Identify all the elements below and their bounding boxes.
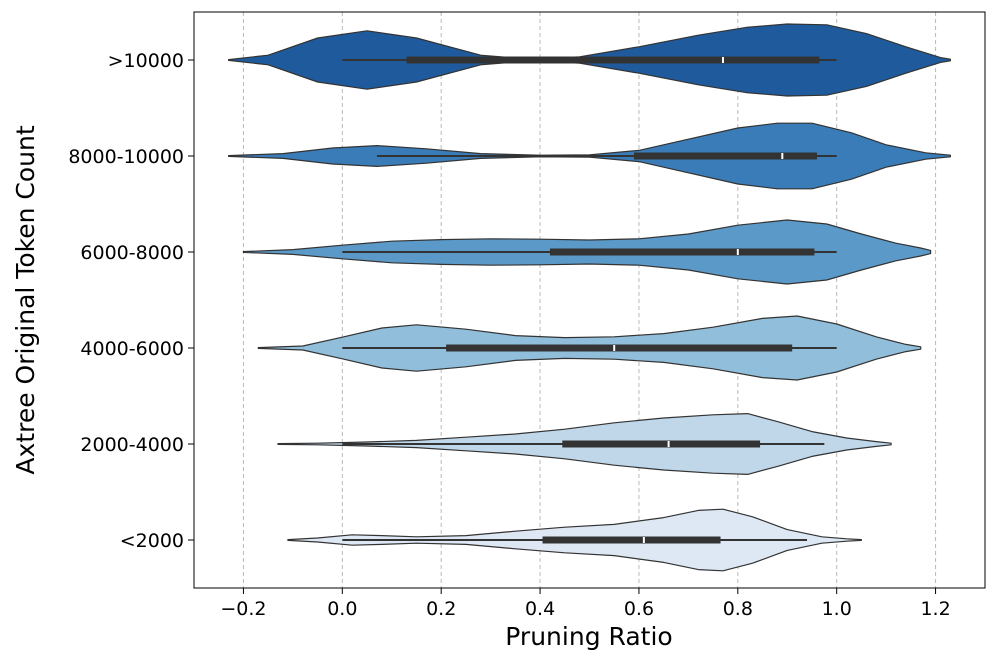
iqr-box <box>549 248 815 256</box>
y-tick-label: <2000 <box>120 530 184 552</box>
x-tick-label: 1.2 <box>920 598 950 620</box>
x-tick-label: −0.2 <box>220 598 266 620</box>
x-tick-label: 1.0 <box>822 598 852 620</box>
iqr-box <box>446 344 793 352</box>
y-tick-label: 8000-10000 <box>68 146 184 168</box>
y-axis-ticks: >10000 8000-10000 6000-8000 4000-6000 2000-4… <box>68 50 194 552</box>
x-tick-label: 0.4 <box>525 598 555 620</box>
iqr-box <box>406 56 820 64</box>
grid <box>242 12 937 588</box>
x-axis-ticks: −0.2 0.0 0.2 0.4 0.6 0.8 1.0 1.2 <box>220 588 951 620</box>
plot-frame <box>193 11 986 589</box>
y-tick-label: 6000-8000 <box>80 242 184 264</box>
violins <box>228 23 951 572</box>
x-tick-label: 0.0 <box>327 598 357 620</box>
iqr-box <box>633 152 817 160</box>
x-tick-label: 0.2 <box>426 598 456 620</box>
y-tick-label: 2000-4000 <box>80 434 184 456</box>
x-tick-label: 0.6 <box>624 598 654 620</box>
x-axis-title: Pruning Ratio <box>505 622 672 651</box>
iqr-box <box>542 536 721 544</box>
y-tick-label: >10000 <box>108 50 184 72</box>
iqr-box <box>562 440 761 448</box>
y-axis-title: Axtree Original Token Count <box>11 125 40 474</box>
x-tick-label: 0.8 <box>723 598 753 620</box>
y-tick-label: 4000-6000 <box>80 338 184 360</box>
